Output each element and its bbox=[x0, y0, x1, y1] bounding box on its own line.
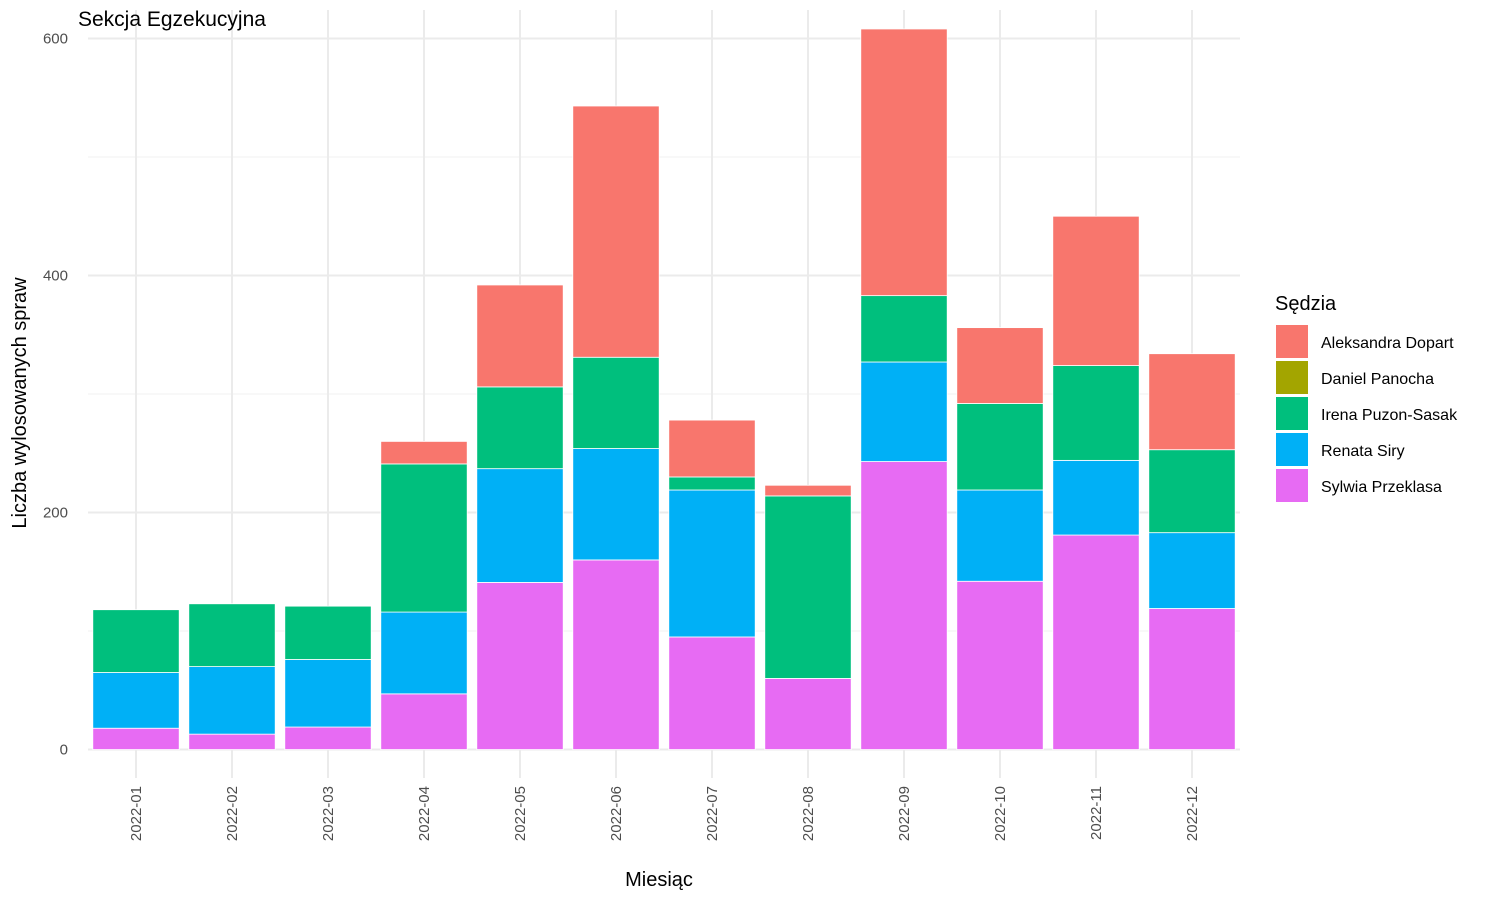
x-tick-label: 2022-09 bbox=[896, 786, 913, 841]
bar-segment bbox=[92, 727, 180, 750]
bar-segment bbox=[476, 386, 564, 470]
legend: Sędzia Aleksandra Dopart Daniel Panocha Ir… bbox=[1275, 293, 1458, 502]
x-tick-label: 2022-04 bbox=[416, 786, 433, 841]
bar-segment bbox=[284, 605, 372, 660]
bar-segment bbox=[380, 693, 468, 750]
legend-swatch bbox=[1276, 325, 1308, 358]
bar-segment bbox=[860, 361, 948, 462]
x-axis-title: Miesiąc bbox=[625, 869, 693, 891]
legend-label: Irena Puzon-Sasak bbox=[1321, 407, 1458, 424]
y-axis-ticks: 0 200 400 600 bbox=[43, 30, 68, 758]
bar-segment bbox=[476, 468, 564, 583]
x-tick-label: 2022-07 bbox=[704, 786, 721, 841]
y-tick-label: 200 bbox=[43, 505, 68, 522]
bar-segment bbox=[572, 559, 660, 750]
x-tick-label: 2022-01 bbox=[128, 786, 145, 841]
y-tick-label: 400 bbox=[43, 267, 68, 284]
x-tick-label: 2022-10 bbox=[992, 786, 1009, 841]
bar-segment bbox=[284, 726, 372, 750]
bar-segment bbox=[476, 582, 564, 750]
bar-segment bbox=[668, 419, 756, 478]
bar-segment bbox=[1052, 215, 1140, 366]
bar-segment bbox=[188, 666, 276, 735]
bar-segment bbox=[1148, 608, 1236, 750]
legend-swatch bbox=[1276, 469, 1308, 502]
bar-segment bbox=[956, 489, 1044, 582]
legend-label: Renata Siry bbox=[1321, 443, 1405, 460]
x-tick-label: 2022-08 bbox=[800, 786, 817, 841]
bar-segment bbox=[284, 659, 372, 728]
bar-segment bbox=[668, 489, 756, 638]
x-tick-label: 2022-12 bbox=[1184, 786, 1201, 841]
bar-segment bbox=[1148, 449, 1236, 534]
bar-segment bbox=[956, 403, 1044, 491]
bar-segment bbox=[764, 495, 852, 679]
y-axis-title: Liczba wylosowanych spraw bbox=[9, 277, 31, 529]
bar-segment bbox=[956, 327, 1044, 404]
bar-segment bbox=[572, 448, 660, 561]
bar-segment bbox=[572, 356, 660, 449]
bar-segment bbox=[92, 609, 180, 673]
bar-segment bbox=[860, 461, 948, 750]
legend-title: Sędzia bbox=[1275, 293, 1337, 315]
bar-segment bbox=[92, 672, 180, 729]
legend-label: Daniel Panocha bbox=[1321, 371, 1434, 388]
x-tick-label: 2022-03 bbox=[320, 786, 337, 841]
y-tick-label: 600 bbox=[43, 30, 68, 47]
bar-segment bbox=[668, 476, 756, 491]
legend-swatch bbox=[1276, 361, 1308, 394]
bar-segment bbox=[1052, 459, 1140, 536]
x-tick-label: 2022-06 bbox=[608, 786, 625, 841]
y-tick-label: 0 bbox=[60, 742, 68, 759]
bar-segment bbox=[764, 678, 852, 750]
legend-label: Sylwia Przeklasa bbox=[1321, 479, 1442, 496]
x-tick-label: 2022-05 bbox=[512, 786, 529, 841]
bar-segment bbox=[572, 105, 660, 358]
bar-segment bbox=[380, 611, 468, 695]
bar-segment bbox=[380, 463, 468, 613]
bar-segment bbox=[188, 603, 276, 667]
legend-swatch bbox=[1276, 397, 1308, 430]
x-tick-label: 2022-02 bbox=[224, 786, 241, 841]
bar-segment bbox=[668, 636, 756, 750]
bar-segment bbox=[380, 441, 468, 465]
bar-segment bbox=[476, 284, 564, 388]
bar-segment bbox=[188, 733, 276, 750]
legend-label: Aleksandra Dopart bbox=[1321, 335, 1454, 352]
bar-segment bbox=[956, 580, 1044, 750]
bar-segment bbox=[860, 295, 948, 363]
bar-segments bbox=[92, 28, 1236, 750]
bar-segment bbox=[1052, 365, 1140, 461]
bar-segment bbox=[1148, 532, 1236, 609]
bar-segment bbox=[1052, 534, 1140, 750]
legend-swatch bbox=[1276, 433, 1308, 466]
bar-segment bbox=[764, 484, 852, 497]
x-tick-label: 2022-11 bbox=[1088, 786, 1105, 840]
bar-segment bbox=[860, 28, 948, 297]
bar-segment bbox=[1148, 353, 1236, 451]
x-axis-ticks: 2022-01 2022-02 2022-03 2022-04 2022-05 2022-… bbox=[128, 786, 1201, 841]
chart-title: Sekcja Egzekucyjna bbox=[78, 8, 266, 31]
